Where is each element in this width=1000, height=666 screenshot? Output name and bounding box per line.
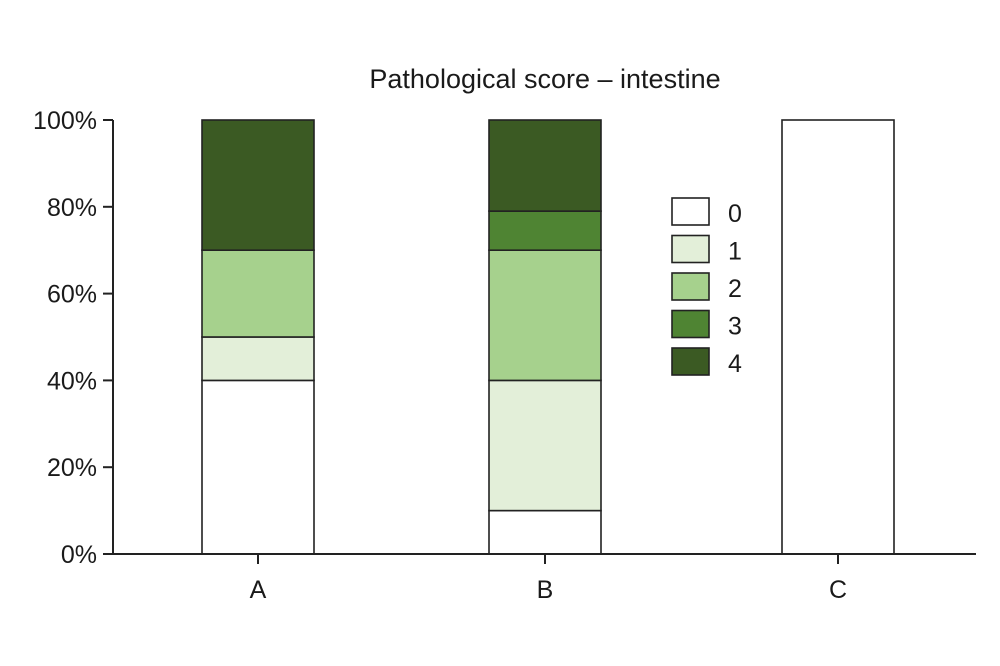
bars <box>201 119 895 555</box>
legend-label: 1 <box>728 238 742 266</box>
legend-swatch-3 <box>671 309 710 339</box>
bar-b-score-0 <box>488 509 602 555</box>
bar-a-score-0 <box>201 379 315 555</box>
legend-label: 2 <box>728 275 742 303</box>
legend-label: 0 <box>728 200 742 228</box>
bar-c-score-0 <box>781 119 895 555</box>
y-tick-label: 20% <box>47 454 97 482</box>
y-tick-label: 80% <box>47 194 97 222</box>
chart-title: Pathological score – intestine <box>369 64 720 94</box>
legend-swatch-4 <box>671 347 710 376</box>
bar-a-score-2 <box>201 249 315 338</box>
legend-swatch-0 <box>671 197 710 226</box>
legend-swatch-2 <box>671 272 710 301</box>
y-tick-label: 60% <box>47 281 97 309</box>
x-tick-label: C <box>829 576 847 604</box>
bar-a-score-1 <box>201 336 315 382</box>
bar-b-score-2 <box>488 249 602 382</box>
x-tick-label: B <box>537 576 554 604</box>
y-tick-label: 100% <box>33 107 97 135</box>
y-axis-ticks: 0% 20% 40% 60% 80% 100% <box>33 107 113 569</box>
bar-b-score-3 <box>488 210 602 252</box>
legend-label: 3 <box>728 313 742 341</box>
bar-b-score-4 <box>488 119 602 212</box>
bar-b-score-1 <box>488 379 602 512</box>
legend-swatch-1 <box>671 234 710 264</box>
x-axis-ticks: A B C <box>250 554 847 604</box>
legend-label: 4 <box>728 350 742 378</box>
bar-a-score-4 <box>201 119 315 251</box>
y-tick-label: 0% <box>61 541 97 569</box>
legend: 0 1 2 3 4 <box>671 197 742 378</box>
y-tick-label: 40% <box>47 367 97 395</box>
x-tick-label: A <box>250 576 267 604</box>
